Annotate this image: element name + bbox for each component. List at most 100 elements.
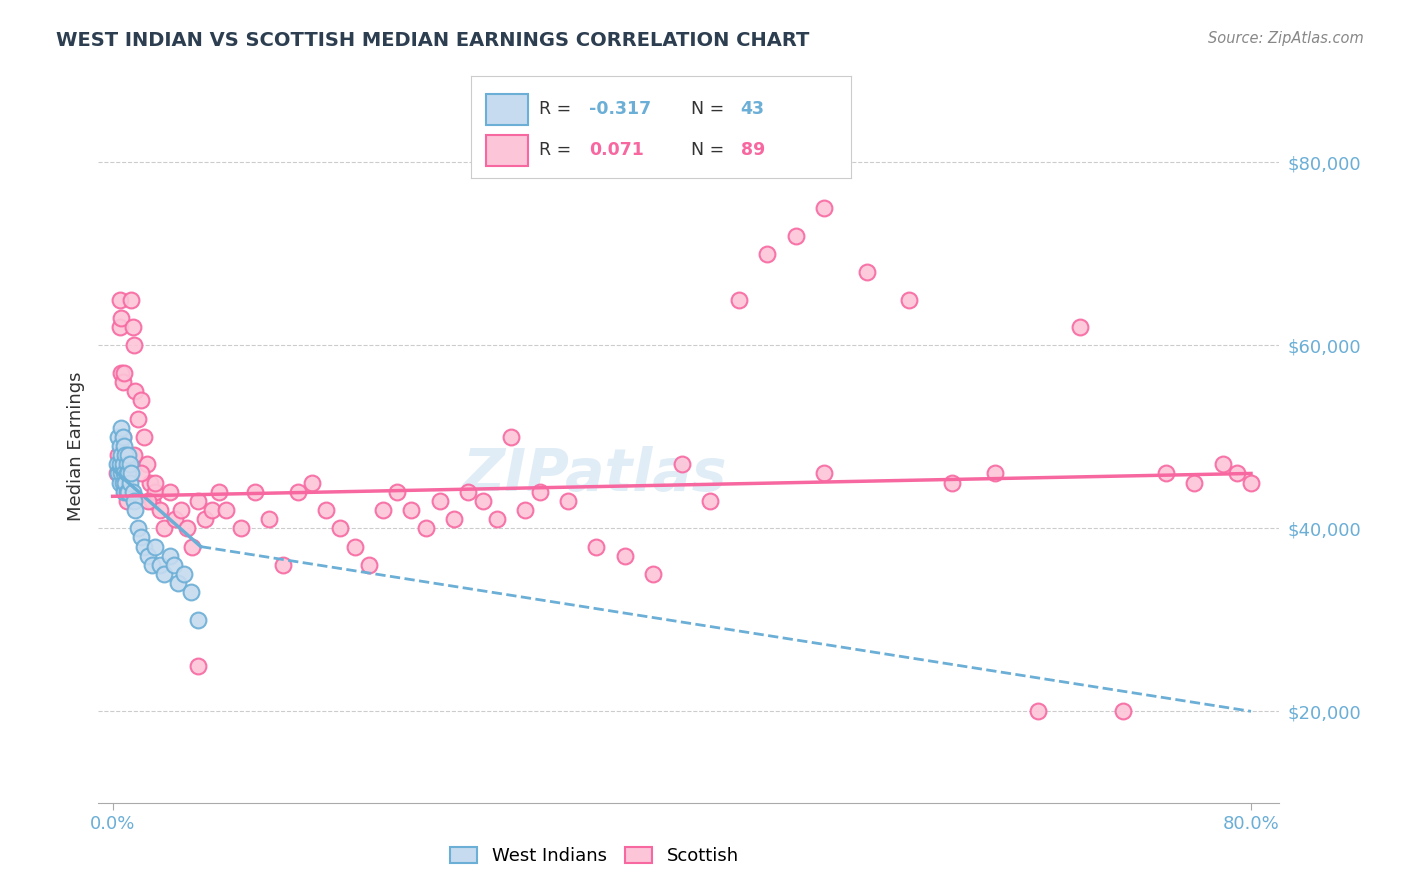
Point [107, 430, 129, 444]
Point [129, 393, 152, 408]
Point [153, 567, 176, 582]
Point [111, 375, 134, 389]
Point [138, 475, 160, 490]
Point [813, 467, 835, 481]
Point [187, 613, 209, 627]
Point [813, 201, 835, 215]
Point [785, 228, 807, 243]
Point [329, 521, 352, 535]
Point [108, 439, 131, 453]
Point [112, 439, 135, 453]
Point [115, 467, 138, 481]
Point [136, 549, 159, 563]
Point [122, 338, 145, 352]
Point [163, 558, 186, 572]
Point [257, 512, 280, 526]
Point [1154, 467, 1177, 481]
Point [1112, 704, 1135, 718]
Point [132, 430, 155, 444]
Point [159, 549, 181, 563]
Point [343, 540, 366, 554]
Point [120, 293, 142, 307]
Point [187, 494, 209, 508]
Point [124, 503, 146, 517]
Point [143, 540, 166, 554]
Point [1226, 467, 1249, 481]
Point [111, 475, 134, 490]
Point [756, 247, 779, 261]
Point [117, 484, 139, 499]
Text: R =: R = [540, 141, 576, 159]
Point [898, 293, 921, 307]
Point [471, 494, 494, 508]
Point [110, 467, 132, 481]
Point [110, 310, 132, 325]
Point [136, 494, 159, 508]
Point [301, 475, 323, 490]
Point [143, 484, 166, 499]
Point [243, 484, 266, 499]
Point [105, 467, 128, 481]
Text: R =: R = [540, 100, 576, 118]
Point [127, 521, 149, 535]
Point [180, 585, 202, 599]
Point [108, 458, 131, 472]
Point [371, 503, 394, 517]
Point [117, 484, 139, 499]
Point [643, 567, 665, 582]
Text: WEST INDIAN VS SCOTTISH MEDIAN EARNINGS CORRELATION CHART: WEST INDIAN VS SCOTTISH MEDIAN EARNINGS … [56, 31, 810, 50]
Point [111, 430, 134, 444]
Text: ZIPatlas: ZIPatlas [463, 446, 727, 503]
Point [115, 448, 138, 462]
Point [485, 512, 508, 526]
Point [111, 458, 134, 472]
Point [112, 484, 135, 499]
Point [135, 458, 157, 472]
Point [153, 521, 176, 535]
Point [515, 503, 537, 517]
Point [127, 411, 149, 425]
Point [585, 540, 607, 554]
Point [1069, 320, 1091, 334]
Point [132, 540, 155, 554]
Point [1212, 458, 1234, 472]
Point [114, 448, 136, 462]
Point [1026, 704, 1049, 718]
Text: 43: 43 [741, 100, 765, 118]
Point [108, 293, 131, 307]
Point [557, 494, 579, 508]
Point [149, 558, 172, 572]
Point [1240, 475, 1263, 490]
Point [121, 484, 143, 499]
Point [170, 503, 193, 517]
Text: 0.071: 0.071 [589, 141, 644, 159]
Point [118, 475, 141, 490]
Text: Source: ZipAtlas.com: Source: ZipAtlas.com [1208, 31, 1364, 46]
Point [118, 458, 141, 472]
Point [229, 521, 252, 535]
Point [457, 484, 479, 499]
Point [443, 512, 465, 526]
Point [167, 576, 190, 591]
Point [315, 503, 337, 517]
Point [727, 293, 749, 307]
Point [143, 475, 166, 490]
Point [141, 494, 163, 508]
Point [181, 540, 204, 554]
Point [287, 484, 309, 499]
Point [856, 265, 879, 279]
Point [112, 467, 135, 481]
Point [165, 512, 187, 526]
Point [499, 430, 522, 444]
Point [387, 484, 409, 499]
Y-axis label: Median Earnings: Median Earnings [66, 371, 84, 521]
Point [108, 475, 131, 490]
Point [117, 467, 139, 481]
FancyBboxPatch shape [486, 135, 529, 166]
Point [129, 531, 152, 545]
Point [208, 484, 231, 499]
Point [671, 458, 693, 472]
Point [117, 448, 139, 462]
Point [201, 503, 224, 517]
Point [120, 467, 142, 481]
